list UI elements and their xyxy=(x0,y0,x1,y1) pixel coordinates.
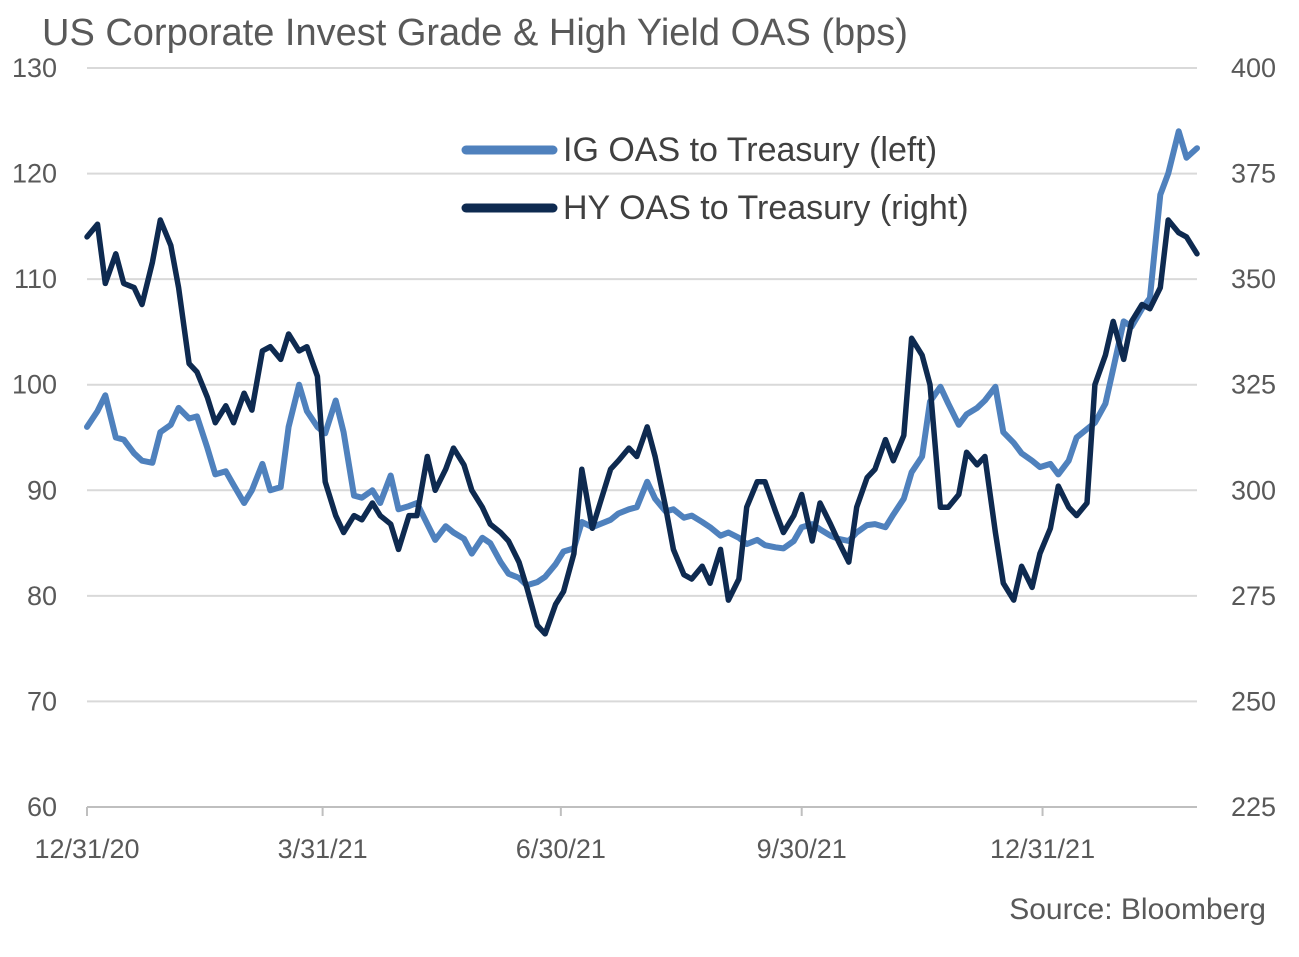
ig-oas-series-line xyxy=(84,128,1200,589)
left-axis-tick-label: 100 xyxy=(12,370,57,400)
series-lines xyxy=(84,128,1200,637)
chart-title: US Corporate Invest Grade & High Yield O… xyxy=(42,12,908,54)
left-axis-tick-label: 90 xyxy=(27,475,57,505)
left-axis-tick-label: 130 xyxy=(12,53,57,83)
left-y-axis: 60 70 80 90 100 110 120 130 xyxy=(12,53,57,822)
legend-label-hy: HY OAS to Treasury (right) xyxy=(563,189,969,227)
right-axis-tick-label: 350 xyxy=(1231,264,1276,294)
x-axis-tick-label: 12/31/20 xyxy=(34,834,139,864)
right-y-axis: 225 250 275 300 325 350 375 400 xyxy=(1231,53,1276,822)
x-axis: 12/31/20 3/31/21 6/30/21 9/30/21 12/31/21 xyxy=(34,806,1197,864)
left-axis-tick-label: 60 xyxy=(27,792,57,822)
x-axis-tick-label: 6/30/21 xyxy=(516,834,606,864)
source-note: Source: Bloomberg xyxy=(1009,893,1266,926)
right-axis-tick-label: 225 xyxy=(1231,792,1276,822)
left-axis-tick-label: 80 xyxy=(27,581,57,611)
x-axis-tick-label: 3/31/21 xyxy=(278,834,368,864)
x-axis-tick-label: 12/31/21 xyxy=(990,834,1095,864)
right-axis-tick-label: 250 xyxy=(1231,686,1276,716)
right-axis-tick-label: 400 xyxy=(1231,53,1276,83)
right-axis-tick-label: 325 xyxy=(1231,370,1276,400)
legend-label-ig: IG OAS to Treasury (left) xyxy=(563,131,937,169)
left-axis-tick-label: 110 xyxy=(14,264,57,294)
right-axis-tick-label: 300 xyxy=(1231,475,1276,505)
right-axis-tick-label: 375 xyxy=(1231,159,1276,189)
x-axis-tick-label: 9/30/21 xyxy=(757,834,847,864)
legend: IG OAS to Treasury (left) HY OAS to Trea… xyxy=(461,131,969,227)
right-axis-tick-label: 275 xyxy=(1231,581,1276,611)
left-axis-tick-label: 120 xyxy=(12,159,57,189)
left-axis-tick-label: 70 xyxy=(27,686,57,716)
hy-oas-series-line xyxy=(84,217,1200,637)
